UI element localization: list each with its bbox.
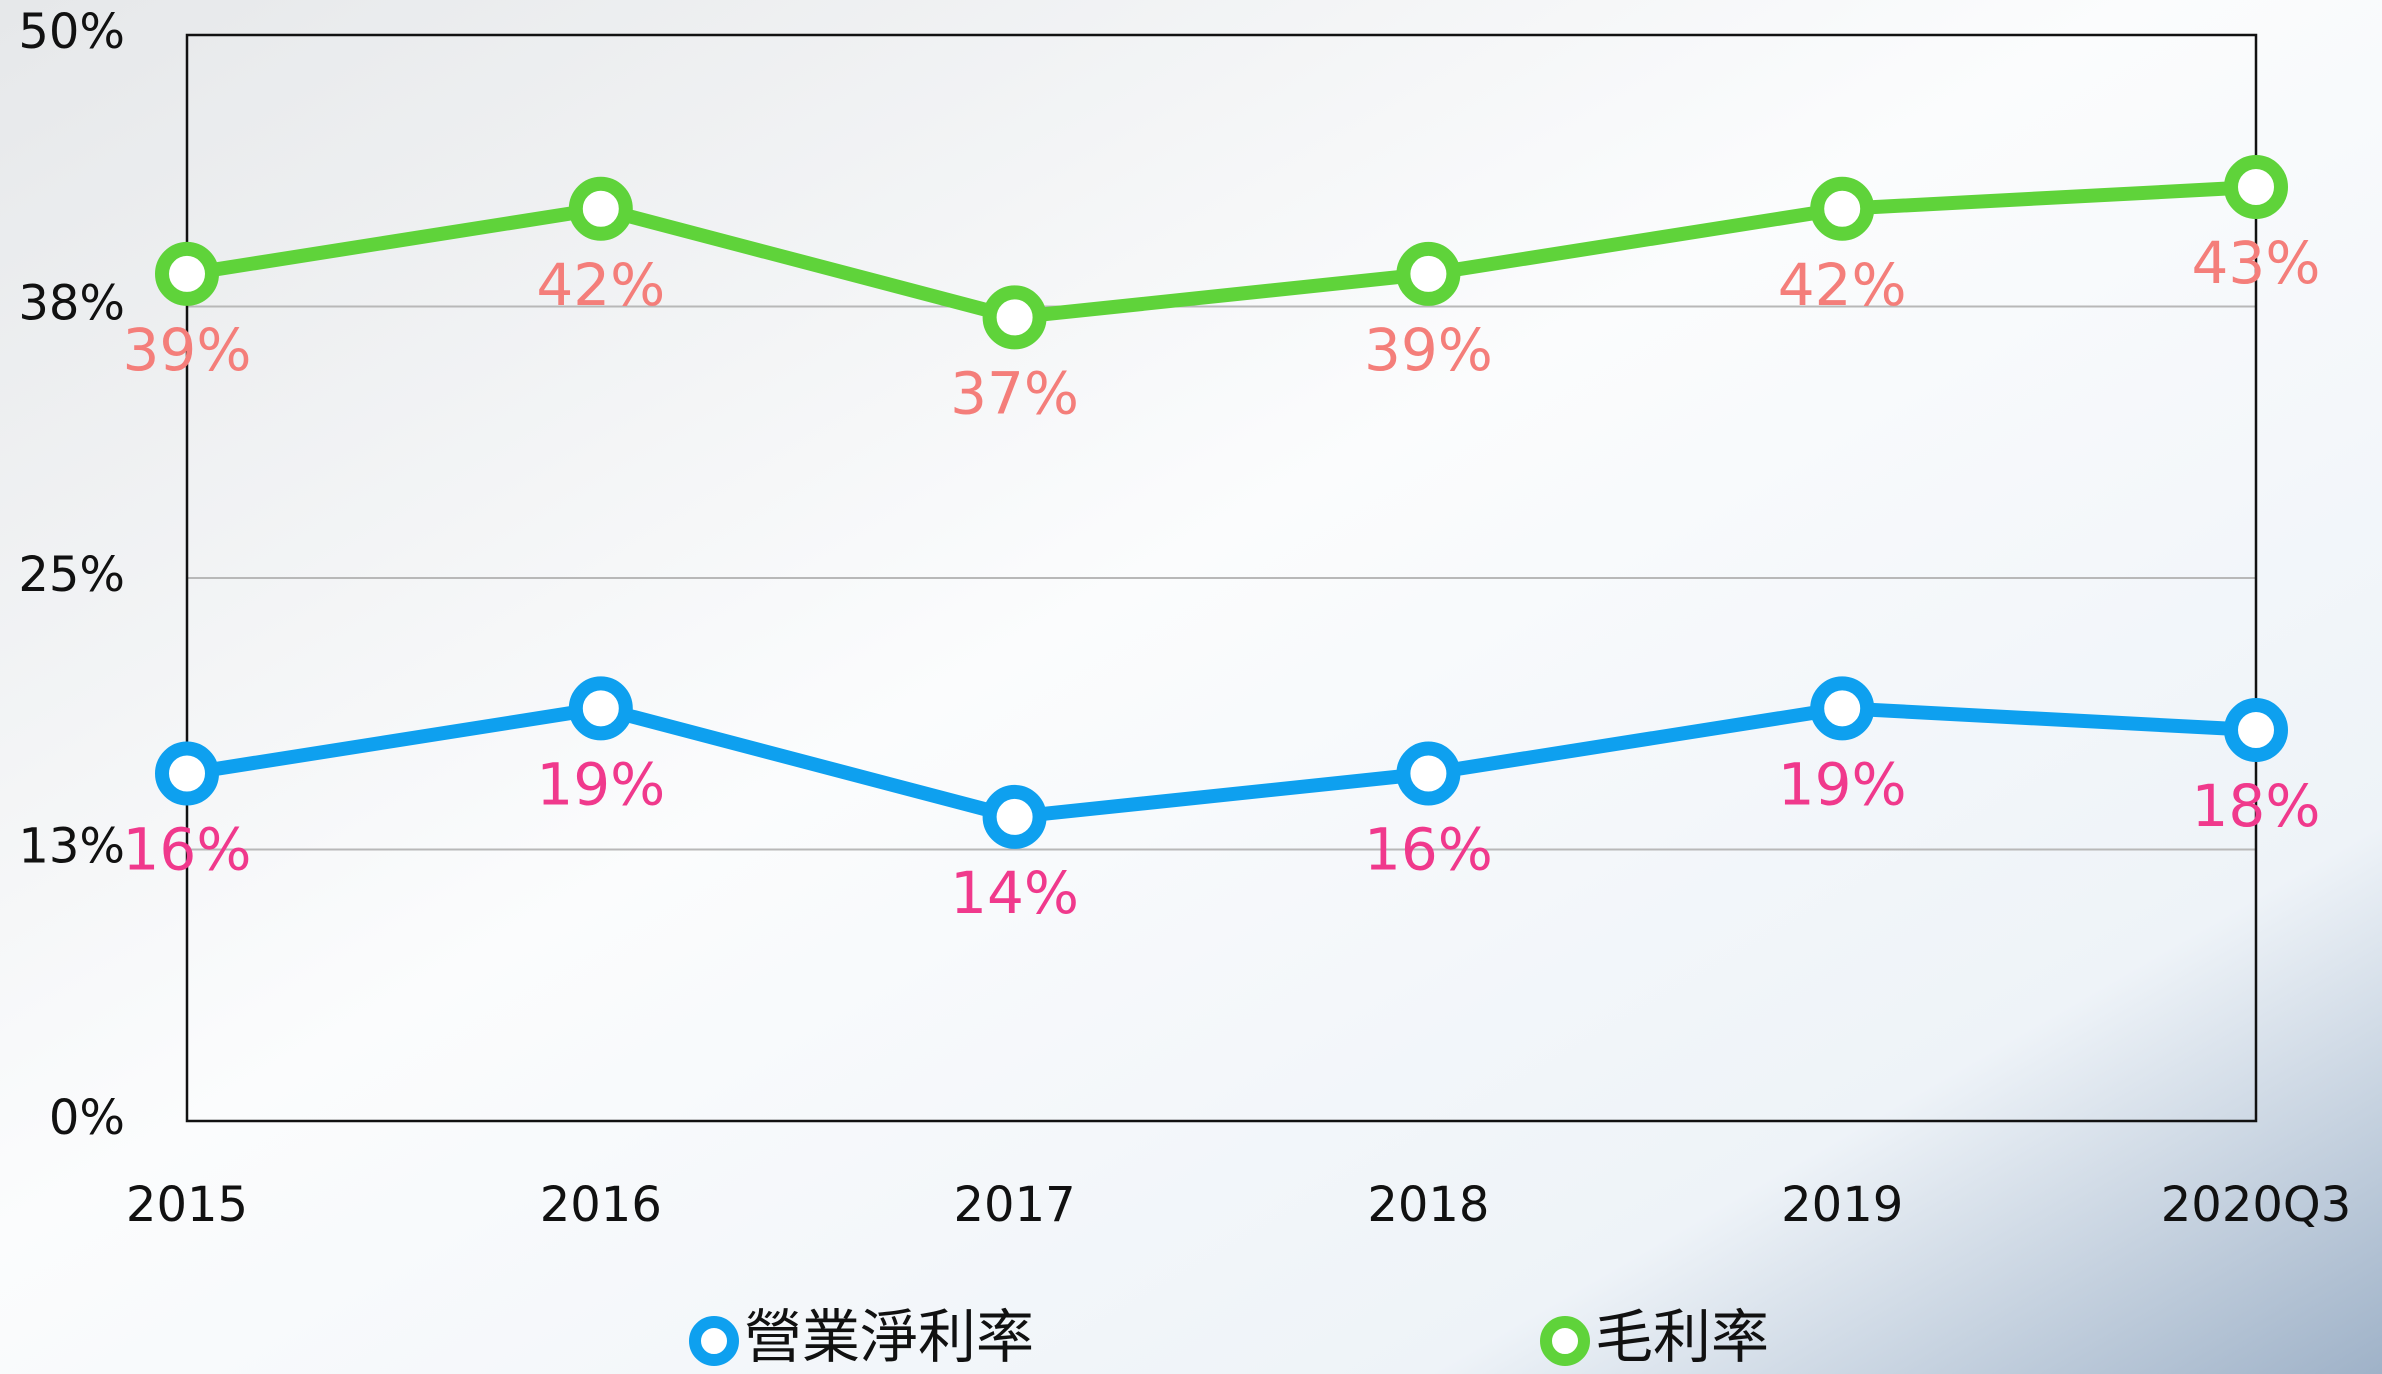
legend-label: 毛利率 [1595, 1303, 1769, 1371]
series-line [185, 701, 2257, 824]
y-tick-label: 0% [49, 1090, 125, 1146]
data-label: 18% [2192, 772, 2321, 840]
data-label: 37% [950, 359, 1079, 427]
legend-marker [689, 1316, 739, 1366]
point [2224, 698, 2288, 763]
data-label: 39% [1364, 316, 1493, 384]
data-label: 43% [2192, 229, 2321, 297]
point [1396, 741, 1461, 806]
x-tick-label: 2019 [1781, 1177, 1903, 1233]
data-label: 14% [950, 859, 1079, 927]
legend-label: 營業淨利率 [744, 1303, 1034, 1371]
data-label: 42% [1778, 251, 1907, 319]
y-tick-label: 25% [18, 547, 125, 603]
point [982, 285, 1047, 350]
point [568, 176, 633, 241]
x-tick-label: 2017 [954, 1177, 1076, 1233]
x-tick-label: 2015 [126, 1177, 248, 1233]
point [1396, 241, 1461, 306]
point [2224, 155, 2288, 220]
point [982, 784, 1047, 849]
data-label: 16% [1364, 816, 1493, 884]
point [1810, 676, 1875, 741]
point [155, 741, 219, 806]
x-tick-label: 2018 [1367, 1177, 1489, 1233]
series-line [185, 180, 2257, 325]
y-tick-label: 38% [18, 276, 125, 332]
point [155, 241, 219, 306]
x-tick-label: 2016 [540, 1177, 662, 1233]
data-label: 42% [536, 251, 665, 319]
y-tick-label: 50% [18, 4, 125, 60]
data-label: 19% [536, 750, 665, 818]
plot-border [185, 33, 2258, 1123]
x-tick-label: 2020Q3 [2161, 1177, 2351, 1233]
data-label: 19% [1778, 750, 1907, 818]
point [1810, 176, 1875, 241]
data-label: 16% [123, 816, 252, 884]
y-tick-label: 13% [18, 819, 125, 875]
legend-marker [1540, 1316, 1590, 1366]
point [568, 676, 633, 741]
data-label: 39% [123, 316, 252, 384]
